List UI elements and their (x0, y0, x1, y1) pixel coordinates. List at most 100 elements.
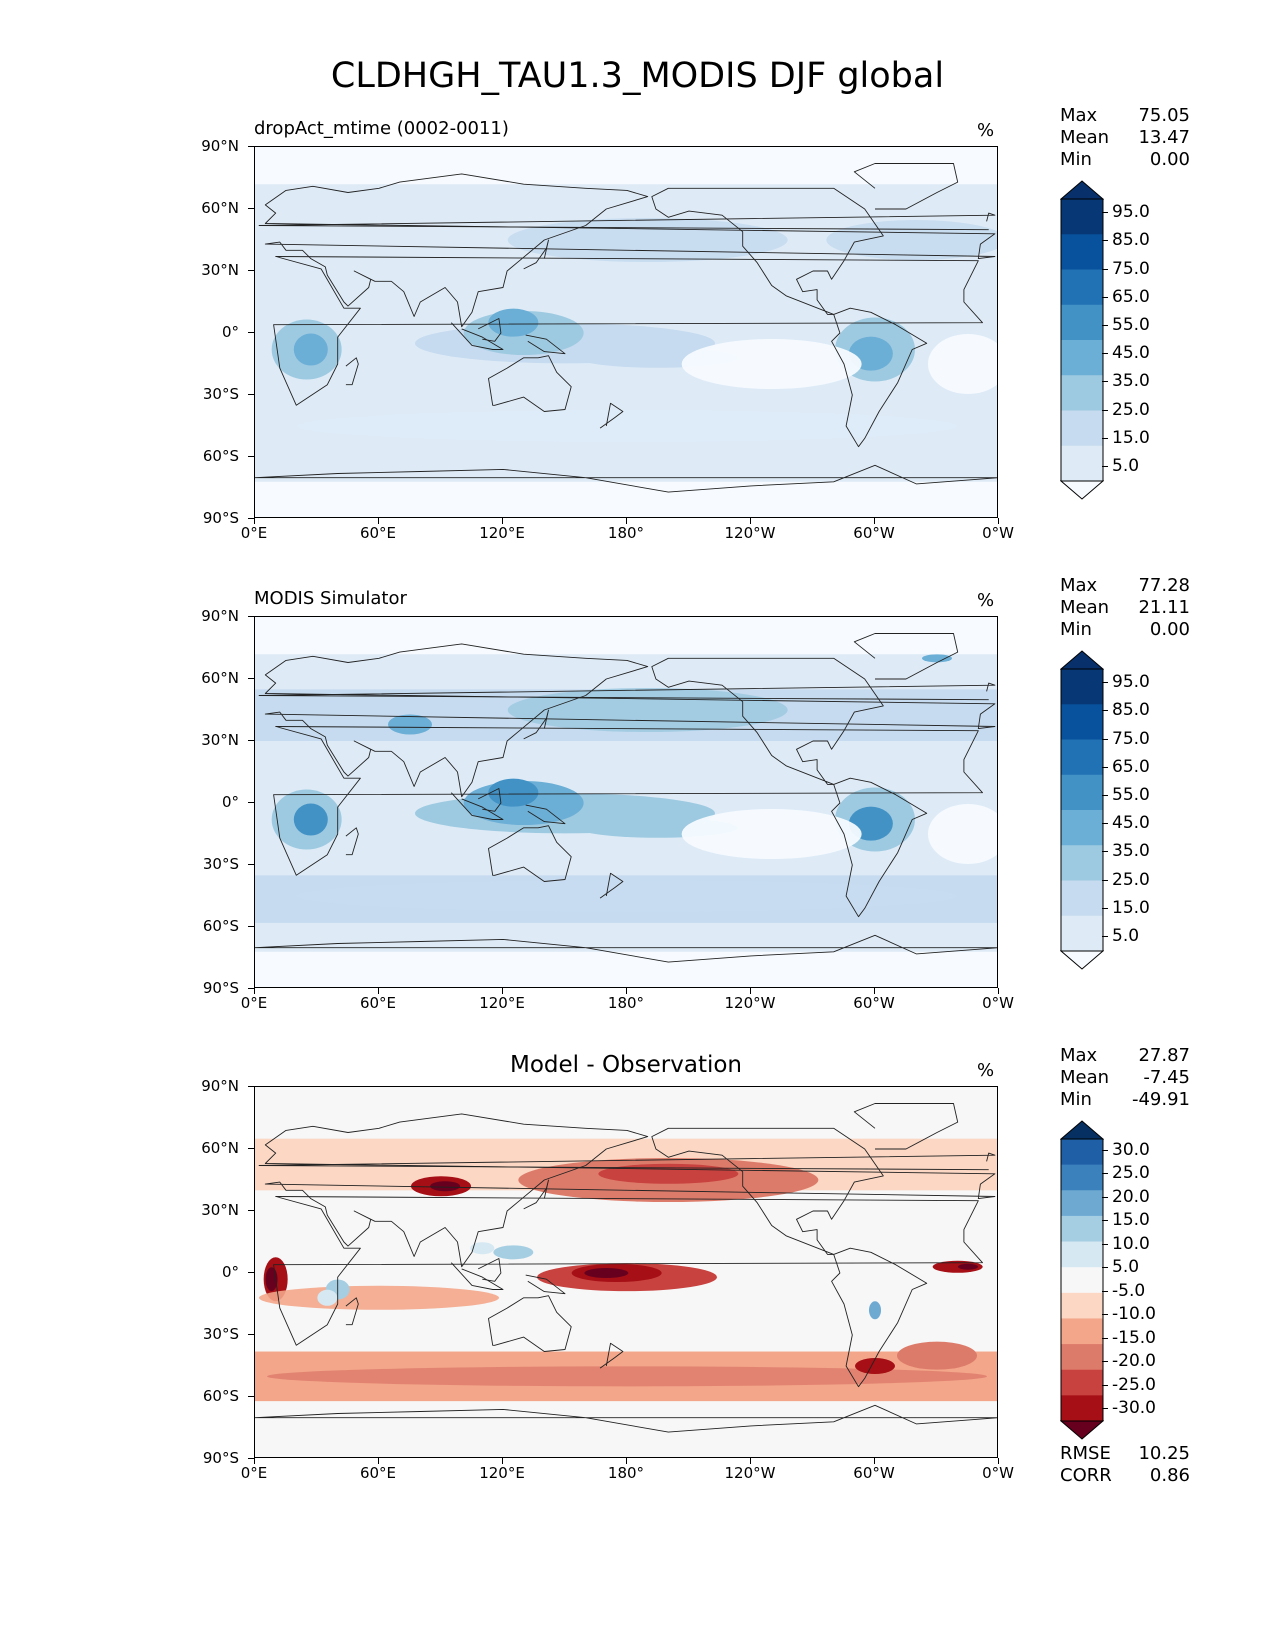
colorbar-tick-mark (1102, 907, 1108, 909)
lon-tick-label: 0°E (240, 994, 268, 1012)
lon-tick-label: 180° (607, 1464, 645, 1482)
colorbar-tick-label: 55.0 (1112, 784, 1150, 805)
colorbar-extend-bottom (1059, 950, 1105, 970)
units-label: % (977, 590, 995, 611)
lat-tick-label: 90°S (202, 979, 239, 997)
lat-tick-label: 60°S (202, 917, 239, 935)
coastline (258, 1152, 996, 1171)
lon-tick-label: 120°W (724, 994, 776, 1012)
colorbar-segment (1061, 1241, 1103, 1268)
map-model (254, 146, 998, 518)
lat-tick-mark (248, 456, 254, 457)
stat-label: Mean (1060, 127, 1110, 148)
colorbar-segment (1061, 234, 1103, 270)
lon-tick-mark (998, 1458, 999, 1464)
stat-value: 21.11 (1138, 597, 1190, 618)
colorbar-segment (1061, 704, 1103, 740)
field-shading (488, 308, 539, 337)
coastline (258, 212, 996, 231)
lon-tick-mark (502, 988, 503, 994)
field-shading (507, 688, 788, 732)
lon-tick-label: 180° (607, 524, 645, 542)
colorbar-tick-mark (1102, 381, 1108, 383)
lon-tick-mark (874, 988, 875, 994)
colorbar-tick-label: 35.0 (1112, 371, 1150, 392)
lat-tick-mark (248, 1334, 254, 1335)
coastline (831, 777, 928, 918)
field-shading (293, 803, 328, 836)
field-shading (681, 809, 862, 859)
colorbar-tick-mark (1102, 1290, 1108, 1292)
lon-tick-label: 120°E (479, 994, 525, 1012)
lat-tick-label: 30°N (201, 261, 239, 279)
lat-tick-mark (248, 802, 254, 803)
field-shading (598, 1163, 739, 1184)
stat-label: Max (1060, 1045, 1098, 1066)
lat-tick-mark (248, 616, 254, 617)
lat-tick-mark (248, 988, 254, 989)
colorbar-tick-label: -10.0 (1112, 1304, 1156, 1325)
lat-tick-label: 90°S (202, 509, 239, 527)
coastline (651, 657, 884, 785)
coastline (273, 1196, 983, 1346)
field-shading (826, 220, 997, 260)
colorbar-tick-mark (1102, 1220, 1108, 1222)
lon-tick-label: 60°E (359, 524, 397, 542)
lat-tick-label: 60°N (201, 669, 239, 687)
colorbar-tick-mark (1102, 296, 1108, 298)
lat-tick-label: 60°N (201, 1139, 239, 1157)
colorbar-segment (1061, 1292, 1103, 1319)
lon-tick-label: 120°W (724, 1464, 776, 1482)
lon-tick-mark (750, 518, 751, 524)
panel-model: dropAct_mtime (0002-0011) % Max 75.05 Mea… (0, 105, 1275, 563)
figure-title: CLDHGH_TAU1.3_MODIS DJF global (330, 56, 945, 96)
colorbar-tick-label: 45.0 (1112, 813, 1150, 834)
colorbar-tick-mark (1102, 710, 1108, 712)
lon-tick-label: 120°W (724, 524, 776, 542)
panel-title: dropAct_mtime (0002-0011) (254, 118, 509, 139)
panel-title: MODIS Simulator (254, 588, 407, 609)
colorbar-frame (1060, 1138, 1104, 1422)
colorbar-segment (1061, 340, 1103, 376)
coastline (273, 726, 983, 876)
lat-tick-mark (248, 518, 254, 519)
coastline (599, 872, 624, 899)
colorbar-tick-label: 85.0 (1112, 700, 1150, 721)
colorbar-extend-top (1059, 180, 1105, 200)
stats-box: Max 27.87 Mean -7.45 Min -49.91 (1060, 1045, 1190, 1111)
colorbar-segment (1061, 1369, 1103, 1396)
lat-tick-mark (248, 678, 254, 679)
coastline (525, 804, 566, 825)
stat-value: 10.25 (1138, 1443, 1190, 1464)
lon-tick-label: 60°E (359, 994, 397, 1012)
stat-label: Max (1060, 575, 1098, 596)
units-label: % (977, 120, 995, 141)
colorbar-tick-mark (1102, 268, 1108, 270)
colorbar-tick-label: 75.0 (1112, 258, 1150, 279)
colorbar-tick-label: 15.0 (1112, 427, 1150, 448)
colorbar-segment (1061, 1190, 1103, 1217)
lon-tick-label: 0°W (982, 994, 1014, 1012)
coastline (853, 633, 959, 680)
panel-title: Model - Observation (509, 1052, 743, 1078)
coastline (255, 934, 997, 963)
colorbar-segment (1061, 269, 1103, 306)
colorbar-segment (1061, 915, 1103, 952)
colorbar-tick-label: 20.0 (1112, 1186, 1150, 1207)
stat-value: 0.00 (1149, 149, 1190, 170)
lon-tick-mark (254, 518, 255, 524)
coastline (525, 1274, 566, 1295)
colorbar-tick-mark (1102, 1173, 1108, 1175)
field-shading (928, 804, 997, 864)
lon-tick-label: 60°E (359, 1464, 397, 1482)
lat-tick-mark (248, 1458, 254, 1459)
field-shading (922, 654, 952, 663)
colorbar-tick-mark (1102, 1408, 1108, 1410)
lat-tick-label: 30°S (202, 1325, 239, 1343)
lon-tick-label: 0°W (982, 524, 1014, 542)
lon-tick-label: 0°W (982, 1464, 1014, 1482)
colorbar-tick-label: 65.0 (1112, 286, 1150, 307)
stat-label: Max (1060, 105, 1098, 126)
coastline (345, 357, 359, 386)
colorbar-segment (1061, 880, 1103, 917)
